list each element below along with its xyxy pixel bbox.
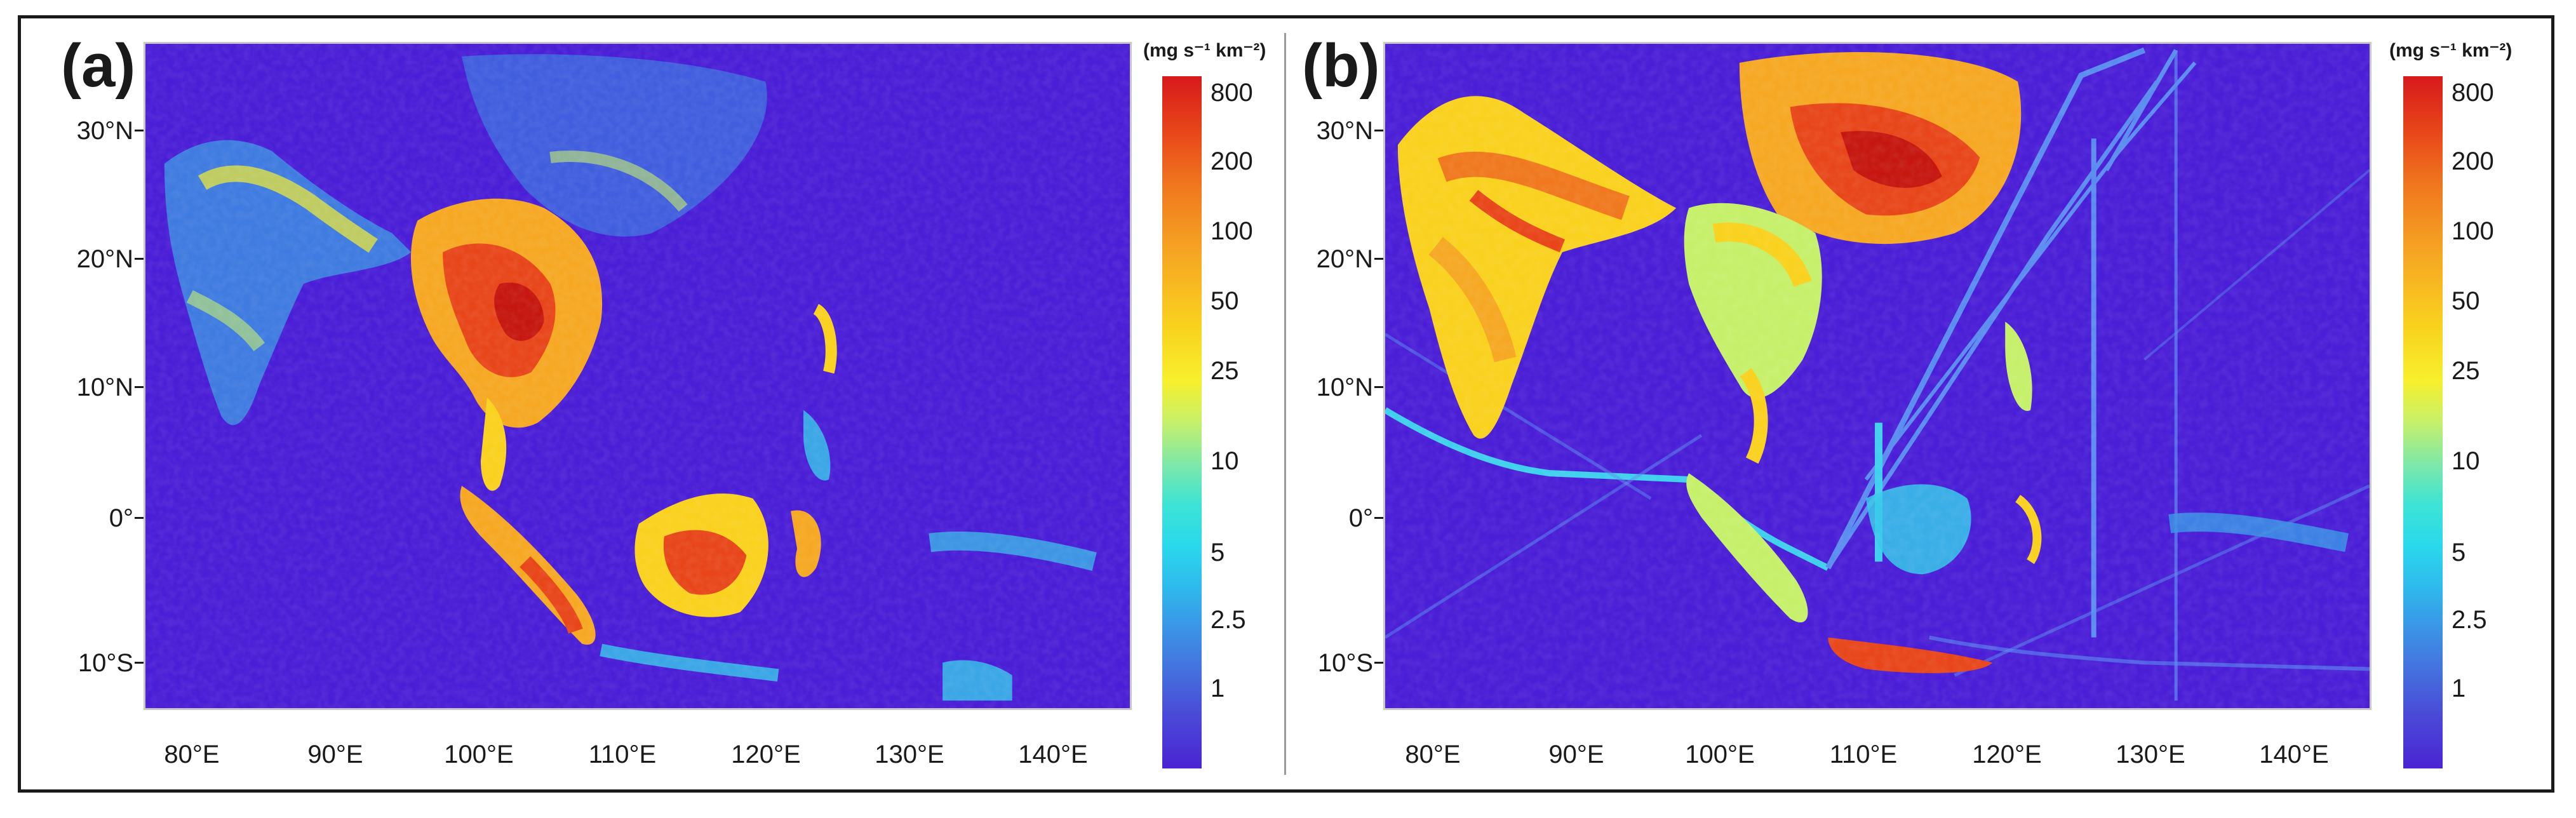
lon-label-130e: 130°E: [2116, 741, 2185, 768]
colorbar-tick: 1: [2452, 674, 2466, 702]
colorbar-tick: 800: [2452, 79, 2494, 107]
colorbar-tick: 2.5: [1211, 606, 1246, 634]
lon-label-100e: 100°E: [1685, 741, 1755, 768]
lon-label-120e: 120°E: [731, 741, 801, 768]
lon-label-80e: 80°E: [1405, 741, 1461, 768]
map-a-plot: [145, 44, 1130, 708]
map-b-plot: [1385, 44, 2370, 708]
lat-tick: [135, 662, 144, 664]
colorbar-tick: 1: [1211, 674, 1225, 702]
colorbar-tick: 10: [1211, 447, 1239, 475]
lat-tick: [1374, 662, 1383, 664]
lat-label-30n: 30°N: [76, 117, 133, 145]
lat-label-10n: 10°N: [76, 373, 133, 401]
colorbar-tick: 25: [1211, 357, 1239, 385]
lat-label-10n: 10°N: [1316, 373, 1373, 401]
colorbar-unit: (mg s⁻¹ km⁻²): [2389, 40, 2512, 61]
panel-b: (b) 30°N 20°N 10°N 0° 10°S: [1238, 0, 2526, 818]
lat-label-30n: 30°N: [1316, 117, 1373, 145]
map-texture: [145, 44, 1130, 708]
lon-label-130e: 130°E: [875, 741, 944, 768]
lat-tick: [135, 517, 144, 519]
colorbar-unit: (mg s⁻¹ km⁻²): [1143, 40, 1266, 61]
lat-label-20n: 20°N: [1316, 245, 1373, 273]
lat-tick: [1374, 517, 1383, 519]
map-texture: [1385, 44, 2370, 708]
lat-tick: [135, 258, 144, 260]
panel-label: (a): [61, 32, 136, 100]
lon-label-120e: 120°E: [1972, 741, 2042, 768]
lat-tick: [1374, 130, 1383, 131]
lon-label-140e: 140°E: [2259, 741, 2329, 768]
colorbar-tick: 50: [1211, 287, 1239, 315]
panel-label: (b): [1302, 32, 1380, 100]
colorbar-tick: 5: [2452, 539, 2466, 567]
colorbar-tick: 800: [1211, 79, 1253, 107]
lon-label-140e: 140°E: [1018, 741, 1088, 768]
colorbar-tick: 200: [2452, 147, 2494, 175]
emission-map-a: [144, 42, 1132, 710]
lat-label-10s: 10°S: [77, 649, 133, 677]
lon-label-90e: 90°E: [307, 741, 363, 768]
lat-label-20n: 20°N: [76, 245, 133, 273]
lon-label-110e: 110°E: [588, 741, 657, 768]
lat-tick: [135, 386, 144, 388]
emission-map-b: [1383, 42, 2371, 710]
lat-label-0: 0°: [1348, 504, 1373, 532]
lon-label-110e: 110°E: [1829, 741, 1898, 768]
colorbar-tick: 100: [2452, 217, 2494, 245]
figure-frame: [18, 15, 2554, 793]
colorbar-tick: 2.5: [2452, 606, 2487, 634]
panel-divider: [1284, 33, 1286, 775]
colorbar-tick: 10: [2452, 447, 2480, 475]
colorbar-tick: 50: [2452, 287, 2480, 315]
colorbar-tick: 100: [1211, 217, 1253, 245]
colorbar: [2403, 76, 2443, 768]
colorbar-tick: 5: [1211, 539, 1225, 567]
lat-tick: [1374, 386, 1383, 388]
lat-label-10s: 10°S: [1317, 649, 1373, 677]
lon-label-90e: 90°E: [1548, 741, 1604, 768]
colorbar-tick: 200: [1211, 147, 1253, 175]
panel-a: (a) 30°N 20°N 10°N 0° 10°S: [61, 32, 1266, 768]
colorbar-tick: 25: [2452, 357, 2480, 385]
lat-tick: [1374, 258, 1383, 260]
lon-label-80e: 80°E: [164, 741, 220, 768]
lon-label-100e: 100°E: [444, 741, 514, 768]
colorbar: [1162, 76, 1202, 768]
lat-tick: [135, 130, 144, 131]
lat-label-0: 0°: [109, 504, 133, 532]
